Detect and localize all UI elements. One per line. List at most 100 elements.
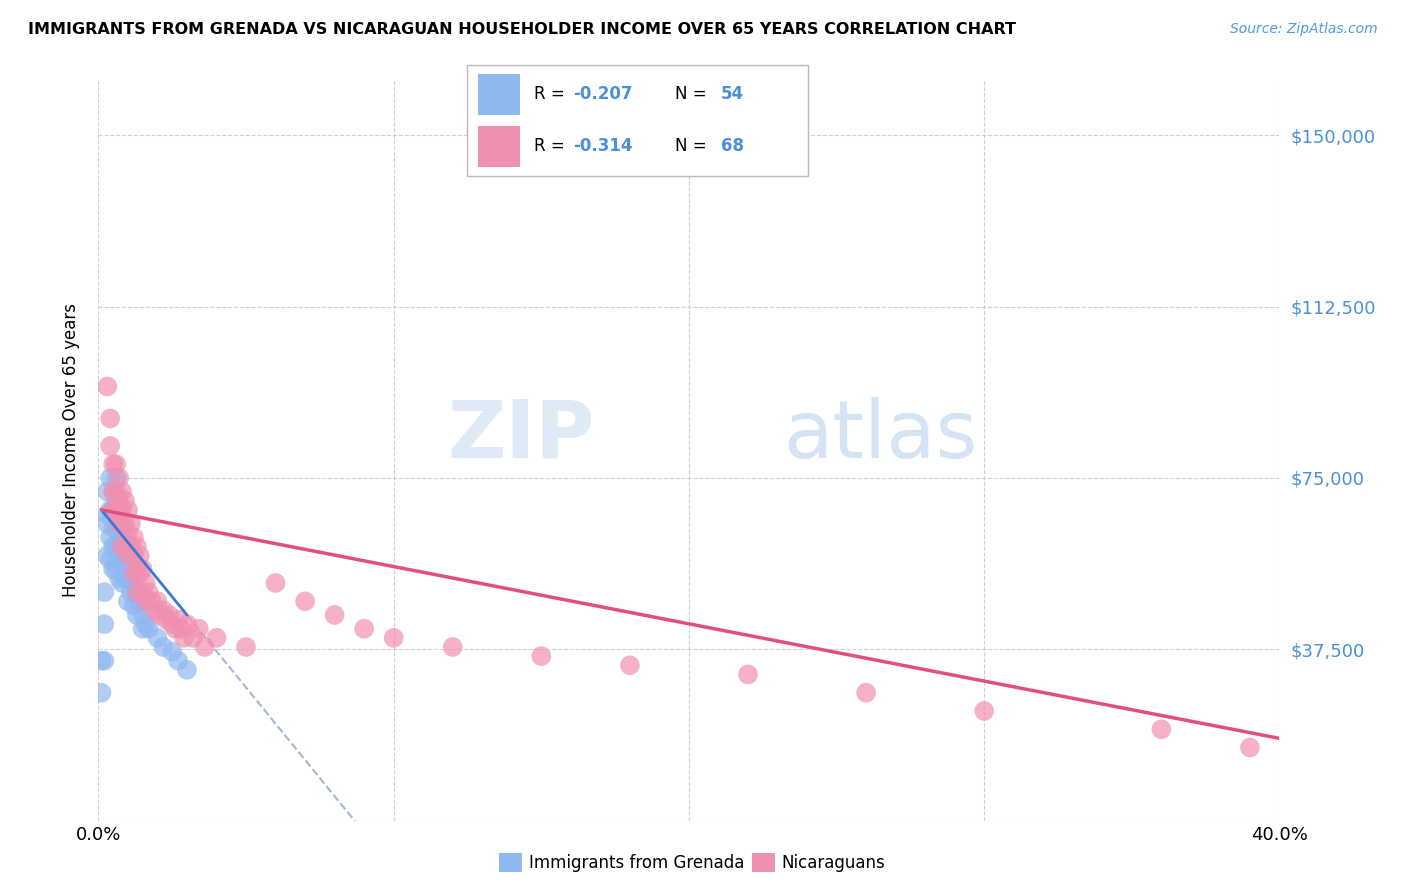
Point [122,576,145,591]
Point [162,644,183,658]
Point [117,525,139,540]
Point [122,530,145,544]
Point [441,640,464,654]
Point [105,516,128,531]
Point [122,549,145,563]
Point [382,631,405,645]
Point [108,571,131,585]
Point [108,503,131,517]
Point [152,603,174,617]
Point [108,525,131,540]
Point [125,562,148,576]
Point [122,566,145,581]
Point [143,603,166,617]
Point [323,607,346,622]
Point [120,585,142,599]
Point [205,631,228,645]
Text: N =: N = [675,137,711,155]
Point [117,503,139,517]
Point [114,549,136,563]
Point [157,607,180,622]
Point [117,540,139,554]
Point [165,622,187,636]
Point [135,594,157,608]
Point [114,516,136,531]
Point [187,622,209,636]
Text: Nicaraguans: Nicaraguans [782,854,886,871]
FancyBboxPatch shape [478,126,520,167]
Point [90,686,112,700]
Point [103,484,125,499]
Point [96,484,118,499]
Point [105,540,128,554]
Point [125,585,148,599]
Point [120,562,142,576]
Text: atlas: atlas [783,397,977,475]
Point [120,540,142,554]
Point [353,622,375,636]
Point [105,493,128,508]
Point [146,631,169,645]
Point [128,549,150,563]
Point [111,553,134,567]
Point [105,562,128,576]
Point [96,379,118,393]
Point [117,594,139,608]
FancyBboxPatch shape [478,74,520,114]
Point [98,471,121,485]
Text: N =: N = [675,85,711,103]
Point [108,516,131,531]
Point [146,594,169,608]
Point [111,540,134,554]
Point [194,640,217,654]
Point [105,471,128,485]
Point [181,631,204,645]
Point [103,540,125,554]
Text: IMMIGRANTS FROM GRENADA VS NICARAGUAN HOUSEHOLDER INCOME OVER 65 YEARS CORRELATI: IMMIGRANTS FROM GRENADA VS NICARAGUAN HO… [28,22,1017,37]
Point [162,617,183,632]
Point [103,457,125,471]
Point [132,585,155,599]
Text: 68: 68 [721,137,744,155]
Point [149,607,172,622]
Point [117,549,139,563]
Point [170,622,193,636]
Point [98,411,121,425]
Point [167,654,190,668]
Point [103,503,125,517]
Text: -0.314: -0.314 [574,137,633,155]
Point [132,622,155,636]
Point [135,576,157,591]
Point [111,576,134,591]
Y-axis label: Householder Income Over 65 years: Householder Income Over 65 years [62,303,80,598]
Point [235,640,257,654]
Point [96,516,118,531]
Point [114,571,136,585]
Point [132,607,155,622]
Point [141,594,163,608]
Point [93,617,115,632]
Point [98,530,121,544]
Point [114,540,136,554]
Point [108,471,131,485]
Point [96,508,118,522]
Point [98,553,121,567]
Point [111,540,134,554]
Point [103,503,125,517]
Point [125,585,148,599]
Point [96,549,118,563]
Point [93,654,115,668]
Point [93,585,115,599]
Point [111,516,134,531]
Point [114,530,136,544]
Point [530,649,553,664]
Point [111,503,134,517]
Point [973,704,995,718]
Point [111,516,134,531]
Point [125,540,148,554]
Point [108,549,131,563]
Point [128,566,150,581]
Text: Immigrants from Grenada: Immigrants from Grenada [529,854,744,871]
Point [103,521,125,535]
Point [167,613,190,627]
